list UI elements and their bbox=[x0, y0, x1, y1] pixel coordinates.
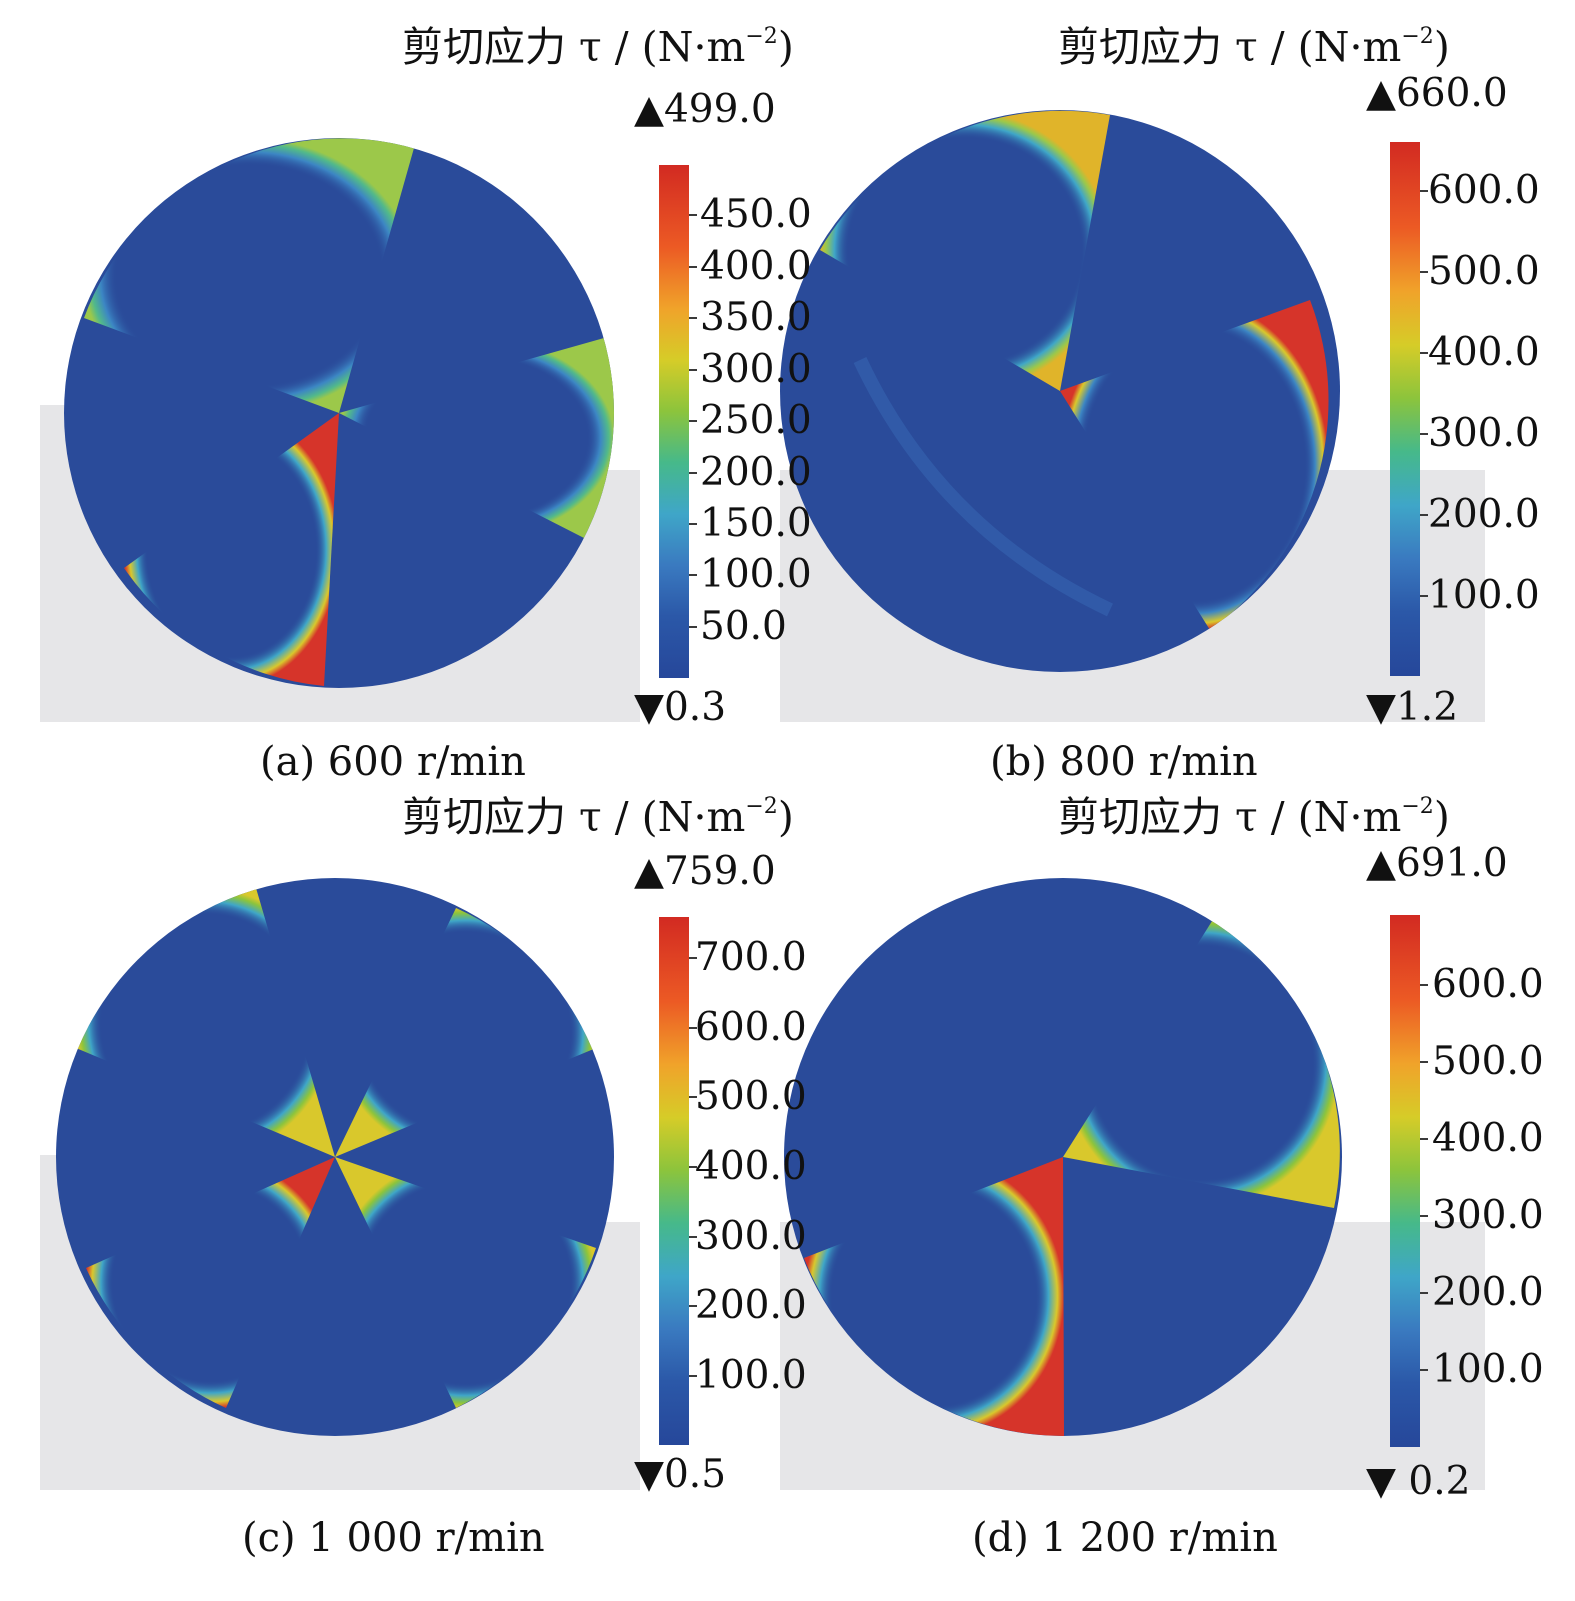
panel-c-unit-exponent: −2 bbox=[745, 794, 778, 819]
panel-d-tick bbox=[1420, 1292, 1428, 1295]
panel-a-disc bbox=[64, 138, 614, 688]
panel-c-unit-text: 剪切应力 τ / (N·m bbox=[402, 793, 746, 841]
panel-b-tick-label: 600.0 bbox=[1428, 167, 1540, 213]
panel-d-unit-text: 剪切应力 τ / (N·m bbox=[1058, 793, 1402, 841]
panel-a-tick-label: 350.0 bbox=[700, 295, 812, 341]
panel-a-tick bbox=[689, 523, 697, 525]
panel-d-tick bbox=[1420, 984, 1428, 987]
panel-a-unit-text: 剪切应力 τ / (N·m bbox=[402, 23, 746, 71]
panel-a-unit-exponent: −2 bbox=[745, 24, 778, 49]
panel-d-caption: (d) 1 200 r/min bbox=[972, 1515, 1278, 1561]
panel-a-tick-label: 300.0 bbox=[700, 346, 812, 392]
panel-a-unit-close: ) bbox=[777, 23, 794, 71]
panel-c-tick-label: 300.0 bbox=[695, 1213, 807, 1259]
panel-d-tick-label: 500.0 bbox=[1432, 1039, 1544, 1085]
panel-c-tick bbox=[689, 1096, 697, 1099]
panel-b-tick-label: 500.0 bbox=[1428, 248, 1540, 294]
panel-b-unit-title: 剪切应力 τ / (N·m−2) bbox=[1058, 26, 1450, 68]
panel-c-tick-label: 700.0 bbox=[695, 935, 807, 981]
panel-b-tick-label: 100.0 bbox=[1428, 572, 1540, 618]
panel-a-tick bbox=[689, 574, 697, 577]
panel-d-max-label: ▲691.0 bbox=[1366, 841, 1508, 886]
panel-b-unit-exponent: −2 bbox=[1401, 24, 1434, 49]
panel-a-tick bbox=[689, 420, 697, 423]
panel-c-caption: (c) 1 000 r/min bbox=[242, 1515, 545, 1561]
panel-c-min-label: ▼0.5 bbox=[634, 1452, 727, 1497]
panel-c-tick bbox=[689, 1026, 697, 1029]
panel-d-tick-label: 300.0 bbox=[1432, 1193, 1544, 1239]
panel-b-unit-text: 剪切应力 τ / (N·m bbox=[1058, 23, 1402, 71]
panel-c-tick-label: 600.0 bbox=[695, 1004, 807, 1050]
panel-a-tick-label: 100.0 bbox=[700, 552, 812, 598]
panel-d-tick bbox=[1420, 1138, 1428, 1141]
panel-a-max-label: ▲499.0 bbox=[634, 87, 776, 132]
panel-a-tick-label: 250.0 bbox=[700, 398, 812, 444]
panel-a-caption: (a) 600 r/min bbox=[260, 739, 526, 785]
panel-a-stress-map bbox=[84, 138, 614, 686]
panel-d-tick-label: 100.0 bbox=[1432, 1347, 1544, 1393]
panel-c-tick-label: 500.0 bbox=[695, 1074, 807, 1120]
panel-a-tick-label: 450.0 bbox=[700, 192, 812, 238]
panel-b-tick bbox=[1420, 189, 1428, 192]
panel-c-tick bbox=[689, 1305, 697, 1308]
panel-c-tick-label: 400.0 bbox=[695, 1143, 807, 1189]
panel-c-tick bbox=[689, 1374, 697, 1377]
panel-d-disc bbox=[784, 878, 1342, 1436]
panel-c-tick bbox=[689, 957, 697, 960]
panel-c-tick bbox=[689, 1165, 697, 1168]
panel-a-tick bbox=[689, 625, 697, 628]
panel-c-tick-label: 100.0 bbox=[695, 1352, 807, 1398]
panel-a-tick bbox=[689, 265, 697, 268]
panel-a-colorbar bbox=[659, 165, 689, 678]
panel-c-unit-close: ) bbox=[777, 793, 794, 841]
panel-d-tick-label: 400.0 bbox=[1432, 1116, 1544, 1162]
panel-a-unit-title: 剪切应力 τ / (N·m−2) bbox=[402, 26, 794, 68]
panel-b-min-label: ▼1.2 bbox=[1366, 685, 1459, 730]
panel-c-stress-map bbox=[76, 888, 596, 1408]
panel-b-tick bbox=[1420, 432, 1428, 435]
panel-a-tick bbox=[689, 471, 697, 474]
panel-a-tick-label: 50.0 bbox=[700, 603, 787, 649]
panel-a-tick bbox=[689, 214, 697, 217]
panel-d-unit-exponent: −2 bbox=[1401, 794, 1434, 819]
panel-b-caption: (b) 800 r/min bbox=[990, 739, 1258, 785]
panel-b-disc bbox=[780, 110, 1340, 672]
panel-b-unit-close: ) bbox=[1433, 23, 1450, 71]
panel-a-tick bbox=[689, 317, 697, 320]
panel-b-stress-map bbox=[820, 110, 1329, 630]
panel-c-unit-title: 剪切应力 τ / (N·m−2) bbox=[402, 796, 794, 838]
panel-b-colorbar bbox=[1390, 142, 1420, 676]
panel-b-tick-label: 200.0 bbox=[1428, 491, 1540, 537]
panel-d-colorbar bbox=[1390, 915, 1420, 1447]
panel-d-tick-label: 200.0 bbox=[1432, 1270, 1544, 1316]
panel-b-tick-label: 400.0 bbox=[1428, 329, 1540, 375]
panel-a-min-label: ▼0.3 bbox=[634, 685, 727, 730]
panel-d-tick bbox=[1420, 1369, 1428, 1372]
panel-c-max-label: ▲759.0 bbox=[634, 849, 776, 894]
panel-c-tick bbox=[689, 1235, 697, 1238]
panel-d-tick-label: 600.0 bbox=[1432, 962, 1544, 1008]
panel-c-tick-label: 200.0 bbox=[695, 1283, 807, 1329]
panel-b-tick bbox=[1420, 351, 1428, 354]
panel-b-tick-label: 300.0 bbox=[1428, 410, 1540, 456]
panel-c-disc bbox=[56, 878, 614, 1436]
panel-b-tick bbox=[1420, 270, 1428, 273]
panel-b-tick bbox=[1420, 594, 1428, 597]
panel-d-stress-map bbox=[804, 918, 1340, 1436]
panel-b-tick bbox=[1420, 513, 1428, 516]
panel-d-unit-title: 剪切应力 τ / (N·m−2) bbox=[1058, 796, 1450, 838]
panel-d-unit-close: ) bbox=[1433, 793, 1450, 841]
panel-d-tick bbox=[1420, 1215, 1428, 1218]
panel-d-min-label: ▼ 0.2 bbox=[1366, 1459, 1471, 1504]
panel-c-colorbar bbox=[659, 917, 689, 1445]
panel-a-tick bbox=[689, 368, 697, 371]
panel-a-tick-label: 400.0 bbox=[700, 243, 812, 289]
panel-a-tick-label: 150.0 bbox=[700, 501, 812, 546]
panel-b-max-label: ▲660.0 bbox=[1366, 71, 1508, 116]
panel-d-tick bbox=[1420, 1061, 1428, 1064]
panel-a-tick-label: 200.0 bbox=[700, 449, 812, 495]
